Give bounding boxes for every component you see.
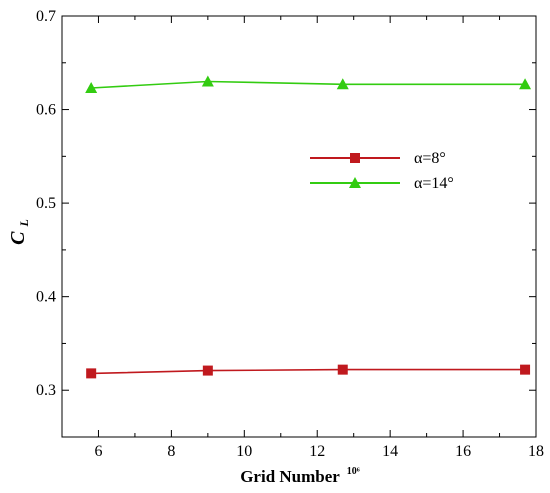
plot-frame (61, 15, 537, 438)
x-axis: 6 8 10 12 14 16 18 (61, 16, 544, 460)
y-axis: 0.3 0.4 0.5 0.6 0.7 (36, 8, 536, 438)
x-tick-label: 16 (455, 443, 471, 460)
legend-label-alpha-8: α=8° (414, 150, 446, 167)
x-axis-title: Grid Number 10⁶ (240, 466, 360, 486)
data-point-series-1-3 (519, 78, 532, 90)
data-point-series-0-1 (202, 365, 213, 376)
legend: α=8° α=14° (310, 150, 454, 192)
x-tick-label: 6 (94, 443, 102, 460)
data-point-series-0-3 (520, 364, 531, 375)
y-tick-label: 0.4 (36, 289, 56, 306)
series-line-0 (91, 368, 526, 375)
series-layer (85, 75, 532, 379)
y-axis-title: C L (7, 219, 31, 245)
legend-marker-alpha-14 (349, 177, 361, 188)
data-point-series-0-0 (86, 368, 97, 379)
legend-marker-alpha-8 (350, 153, 360, 163)
x-tick-label: 8 (167, 443, 175, 460)
y-axis-title-text: C (7, 231, 29, 245)
x-axis-title-exponent: 10⁶ (347, 466, 360, 477)
data-point-series-1-1 (201, 75, 214, 87)
x-axis-title-text: Grid Number (240, 467, 340, 486)
legend-label-alpha-14: α=14° (414, 175, 454, 192)
y-tick-label: 0.6 (36, 102, 56, 119)
y-tick-label: 0.5 (36, 195, 56, 212)
y-axis-title-subscript: L (17, 219, 31, 227)
data-point-series-1-0 (85, 82, 98, 94)
data-point-series-0-2 (337, 364, 348, 375)
y-tick-label: 0.3 (36, 382, 56, 399)
x-tick-label: 18 (528, 443, 544, 460)
x-tick-label: 10 (236, 443, 252, 460)
series-line-1 (91, 80, 526, 89)
y-tick-label: 0.7 (36, 8, 56, 25)
data-point-series-1-2 (336, 78, 349, 90)
x-tick-label: 12 (309, 443, 325, 460)
x-tick-label: 14 (382, 443, 398, 460)
